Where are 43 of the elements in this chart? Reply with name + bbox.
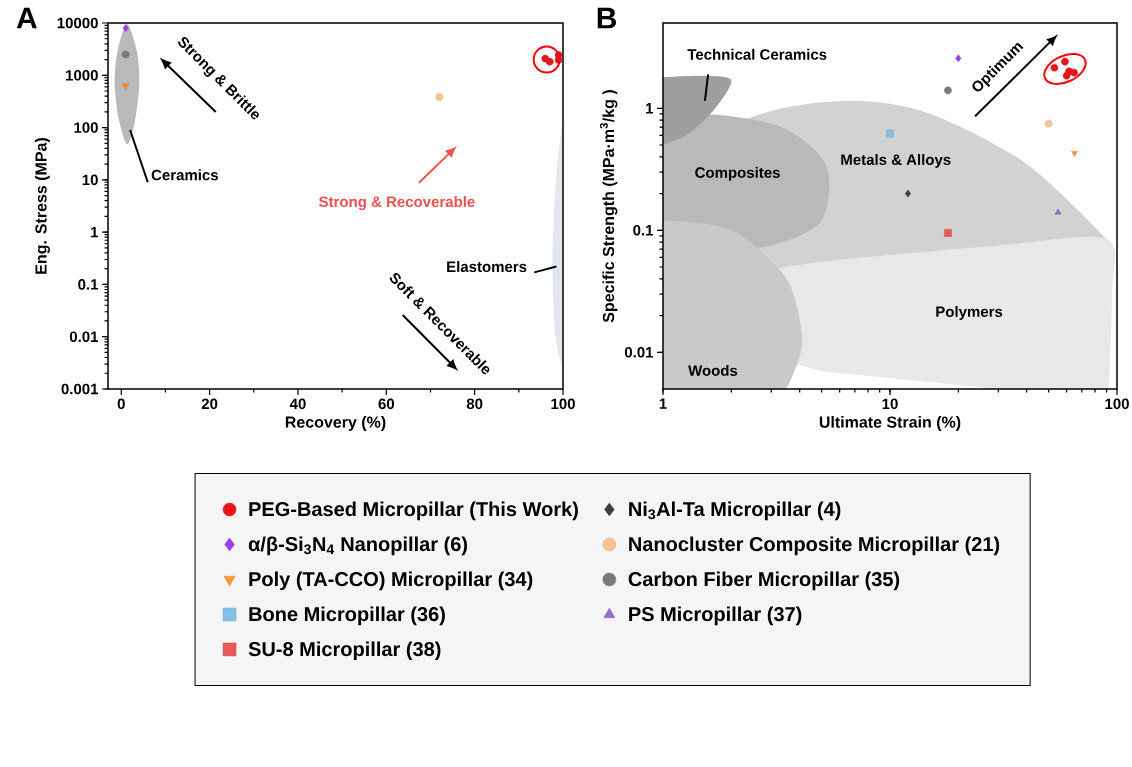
annotation: Technical Ceramics	[687, 48, 827, 60]
y-tick-label: 0.001	[61, 383, 99, 395]
x-tick-label: 60	[378, 398, 395, 410]
y-tick-label: 10	[82, 174, 98, 186]
x-tick-label: 40	[289, 398, 306, 410]
legend-label: α/β-Si$_{3}$N$_{4}$ Nanopillar (6)	[248, 536, 468, 556]
y-tick-label: 10000	[57, 17, 98, 29]
annotation: Strong & Recoverable	[318, 196, 475, 211]
x-tick-label: 1	[659, 398, 667, 409]
y-axis-title: Specific Strength (MPa·m$^{3}$/kg )	[599, 90, 618, 323]
legend-label: SU-8 Micropillar (38)	[248, 641, 441, 661]
x-tick-label: 0	[117, 398, 125, 410]
y-tick-label: 0.1	[78, 279, 99, 290]
y-tick-label: 100	[74, 122, 98, 133]
y-tick-label: 1000	[66, 69, 98, 81]
annotation: Ceramics	[151, 169, 218, 181]
legend-label: Nanocluster Composite Micropillar (21)	[629, 536, 1000, 556]
annotation: Composites	[695, 166, 780, 181]
legend-label: Bone Micropillar (36)	[249, 606, 445, 626]
x-axis-title: Recovery (%)	[285, 416, 386, 431]
annotation: Metals & Alloys	[841, 153, 951, 168]
x-tick-label: 100	[551, 398, 575, 410]
y-tick-label: 0.1	[633, 224, 654, 236]
legend-label: PS Micropillar (37)	[629, 606, 802, 626]
legend-label: Poly (TA-CCO) Micropillar (34)	[249, 571, 533, 591]
legend-label: Ni$_{3}$Al-Ta Micropillar (4)	[629, 501, 841, 521]
y-tick-label: 1	[91, 226, 99, 238]
x-tick-label: 80	[466, 398, 483, 410]
x-tick-label: 20	[201, 398, 218, 410]
annotation: Elastomers	[447, 261, 527, 273]
annotation: Polymers	[936, 305, 1003, 320]
y-tick-label: 0.01	[624, 346, 654, 358]
legend-label: Carbon Fiber Micropillar (35)	[628, 571, 900, 591]
annotation: Woods	[688, 364, 738, 376]
legend-label: PEG-Based Micropillar (This Work)	[249, 501, 578, 521]
y-axis-title: Eng. Stress (MPa)	[34, 138, 50, 274]
x-tick-label: 100	[1105, 398, 1129, 410]
y-tick-label: 0.01	[69, 331, 99, 343]
y-tick-label: 1	[646, 103, 654, 114]
x-tick-label: 10	[882, 398, 898, 410]
chart-title: B	[597, 7, 617, 29]
chart-title: A	[16, 7, 37, 29]
x-axis-title: Ultimate Strain (%)	[819, 416, 961, 431]
